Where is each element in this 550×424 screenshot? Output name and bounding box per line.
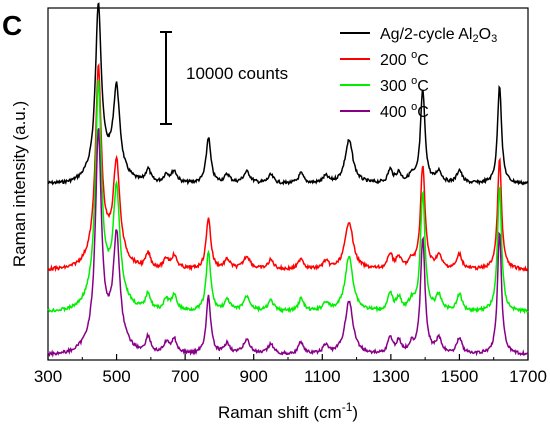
x-axis-title-main: Raman shift (cm [218,403,342,422]
x-tick-label: 1100 [304,367,341,386]
legend-label: 400 oC [380,101,429,121]
scale-bar [160,31,172,125]
x-tick-label: 300 [34,367,62,386]
legend: Ag/2-cycle Al2O3 200 oC 300 oC 400 oC [340,26,497,121]
spectrum-line-1 [47,2,529,186]
scale-bar-label: 10000 counts [186,64,288,83]
spectrum-line-4 [47,128,529,358]
x-tick-label: 700 [171,367,199,386]
x-axis-title: Raman shift (cm-1) [218,400,358,422]
x-tick-label: 1300 [372,367,410,386]
spectra-group [47,2,529,358]
spectrum-line-3 [47,79,529,315]
x-tick-label: 500 [102,367,130,386]
legend-label: 200 oC [380,49,429,69]
x-axis-title-end: ) [352,403,358,422]
legend-label: 300 oC [380,75,429,95]
x-tick-label: 900 [240,367,268,386]
legend-label: Ag/2-cycle Al2O3 [380,26,497,45]
x-axis-title-sup: -1 [342,400,353,414]
spectrum-line-2 [47,62,529,273]
y-axis-title: Raman intensity (a.u.) [10,101,29,267]
x-axis-ticks: 300 500 700 900 1100 1300 1500 1700 [34,354,547,386]
x-tick-label: 1700 [509,367,547,386]
panel-label: C [2,10,22,41]
x-tick-label: 1500 [441,367,479,386]
